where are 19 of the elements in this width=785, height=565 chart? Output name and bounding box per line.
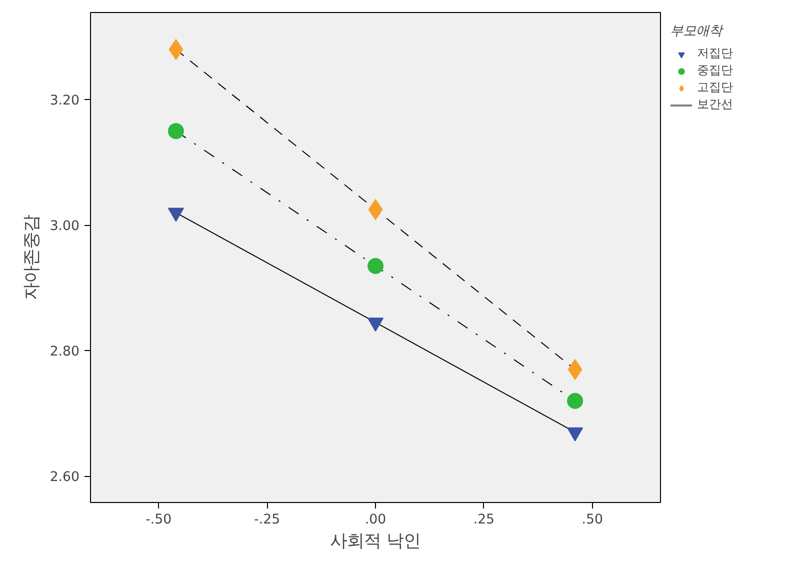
legend-label: 저집단	[697, 45, 733, 62]
y-axis-title: 자아존중감	[22, 215, 42, 300]
x-tick-label: .50	[582, 512, 603, 528]
point	[168, 123, 184, 140]
y-tick-label: 2.60	[50, 470, 80, 486]
point	[368, 258, 384, 274]
legend-title: 부모애착	[670, 23, 724, 40]
x-tick-label: -.25	[254, 512, 280, 528]
x-tick-label: .00	[364, 512, 386, 528]
y-tick-label: 3.20	[50, 94, 80, 109]
point	[567, 392, 584, 409]
x-tick-label: -.50	[146, 512, 172, 528]
text: 보간선	[697, 96, 733, 113]
legend-label: 고집단	[697, 79, 733, 96]
y-tick-label: 3.00	[50, 219, 80, 234]
y-tick-label: 2.80	[50, 344, 80, 360]
x-axis-title: 사회적 낙인	[330, 532, 421, 552]
x-tick-label: .25	[473, 512, 495, 528]
legend-label: 중집단	[697, 62, 733, 79]
